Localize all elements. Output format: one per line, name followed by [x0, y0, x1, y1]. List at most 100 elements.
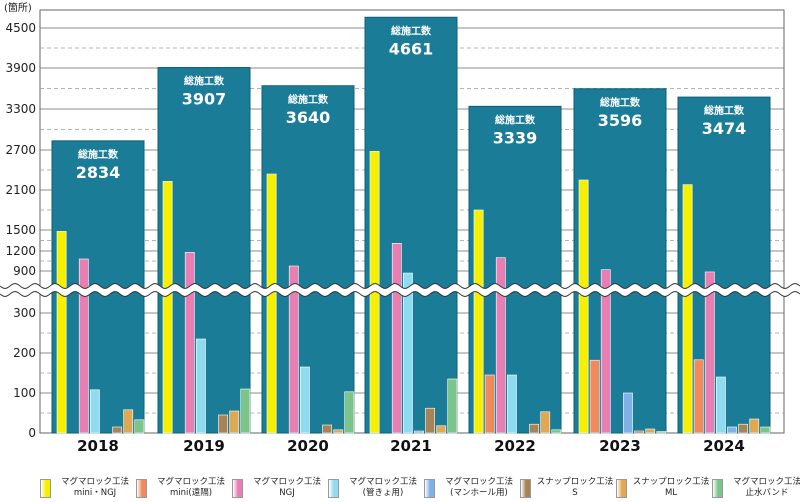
bar-2021-s7: [447, 378, 458, 434]
x-tick-label: 2019: [183, 437, 225, 455]
bar-2024-s1: [693, 359, 704, 434]
x-tick-label: 2018: [77, 437, 119, 455]
bar-2021-s5: [425, 407, 435, 434]
bar-2021-s6: [436, 425, 447, 434]
y-unit-label: (箇所): [4, 1, 32, 14]
bar-chart: 0 100 200 300 900 1200 1500 2100 2700 3300 3900 450…: [0, 1, 800, 456]
legend-item: マグマロック工法 mini・NGJ: [36, 476, 136, 502]
legend-item: スナップロック工法 ML: [612, 476, 712, 502]
total-value: 3640: [286, 108, 331, 127]
legend-item: マグマロック工法 NGJ: [228, 476, 328, 502]
total-label: 総施工数: [391, 24, 432, 37]
x-tick-era: (令和5年): [602, 455, 637, 456]
legend-item: マグマロック工法 (管きょ用): [324, 476, 424, 502]
x-tick-label: 2024: [703, 437, 745, 455]
bar-2024-s5: [738, 423, 748, 434]
x-tick-label: 2023: [599, 437, 641, 455]
total-value: 4661: [389, 39, 434, 58]
legend-item: マグマロック工法 mini(遠隔): [132, 476, 232, 502]
bar-2020-s0: [266, 173, 277, 434]
bar-2020-s6: [333, 429, 344, 434]
bar-2022-s5: [529, 423, 539, 434]
legend-item: マグマロック工法 止水バンド: [708, 476, 800, 502]
bar-2023-s6: [645, 428, 656, 434]
y-tick-label: 3300: [5, 102, 36, 116]
bar-2021-s2: [391, 243, 402, 434]
total-label: 総施工数: [704, 104, 745, 117]
total-label: 総施工数: [600, 96, 641, 109]
total-value: 3907: [182, 90, 227, 109]
x-tick-era: (令和6年): [706, 455, 741, 456]
y-tick-label: 4500: [5, 21, 36, 35]
x-tick-label: 2020: [287, 437, 329, 455]
bar-2024-s3: [715, 376, 726, 434]
bar-2023-s2: [600, 269, 611, 434]
bar-2022-s1: [484, 374, 495, 434]
legend-swatch: [136, 479, 147, 498]
bar-2019-s7: [240, 388, 251, 434]
legend-swatch: [40, 479, 51, 498]
y-tick-label: 200: [13, 346, 36, 360]
total-value: 3474: [702, 119, 747, 138]
bar-2023-s7: [656, 431, 667, 434]
legend-item: スナップロック工法 S: [516, 476, 616, 502]
total-label: 総施工数: [184, 75, 225, 88]
bar-2023-s1: [589, 359, 600, 434]
y-tick-label: 900: [13, 264, 36, 278]
bar-2018-s5: [112, 426, 122, 434]
legend-item: マグマロック工法 (マンホール用): [420, 476, 520, 502]
bar-2024-s6: [749, 418, 760, 434]
bar-2023-s5: [634, 430, 644, 434]
total-label: 総施工数: [288, 93, 329, 106]
bar-2020-s3: [299, 366, 310, 434]
bar-2021-s4: [414, 430, 424, 434]
legend-label: スナップロック工法 ML: [632, 477, 710, 498]
bar-2022-s0: [473, 209, 484, 434]
legend-swatch: [232, 479, 243, 498]
y-tick-label: 100: [13, 386, 36, 400]
bar-2022-s7: [551, 429, 562, 434]
y-tick-label: 3900: [5, 61, 36, 75]
bar-2019-s0: [162, 181, 173, 434]
bar-2021-s3: [402, 272, 413, 434]
legend-label: マグマロック工法 NGJ: [252, 477, 321, 498]
y-tick-label: 2100: [5, 183, 36, 197]
x-tick-era: (平成30年): [78, 455, 118, 456]
x-tick-era: (令和2年): [290, 455, 325, 456]
y-tick-label: 1500: [5, 223, 36, 237]
y-tick-label: 1200: [5, 244, 36, 258]
bar-2023-s0: [578, 179, 589, 434]
total-value: 3596: [598, 111, 643, 130]
bar-2018-s0: [56, 231, 67, 434]
total-label: 総施工数: [78, 148, 119, 161]
bar-2020-s7: [344, 391, 355, 434]
total-label: 総施工数: [495, 113, 536, 126]
bar-2020-s5: [322, 424, 332, 434]
x-tick-era: (令和元年): [185, 455, 223, 456]
legend-label: マグマロック工法 (管きょ用): [348, 477, 417, 498]
bar-2018-s7: [134, 419, 145, 434]
total-value: 2834: [76, 163, 121, 182]
bar-2022-s3: [506, 374, 517, 434]
bar-2018-s6: [123, 409, 134, 434]
legend-label: マグマロック工法 (マンホール用): [444, 477, 513, 498]
x-tick-label: 2021: [390, 437, 432, 455]
bar-2019-s3: [196, 338, 206, 434]
bar-2024-s4: [727, 426, 737, 434]
axis-break: [0, 283, 800, 297]
total-value: 3339: [493, 128, 538, 147]
bar-2023-s4: [623, 392, 633, 434]
bar-2022-s6: [540, 411, 551, 434]
legend: マグマロック工法 mini・NGJ マグマロック工法 mini(遠隔) マグマロック工法…: [0, 456, 800, 502]
bar-2022-s2: [495, 257, 506, 434]
total-bar-2023: [573, 88, 667, 434]
bar-2024-s2: [704, 271, 715, 434]
legend-swatch: [328, 479, 339, 498]
y-tick-label: 2700: [5, 143, 36, 157]
legend-label: マグマロック工法 止水バンド: [732, 477, 800, 498]
bar-2019-s6: [229, 410, 240, 434]
legend-label: スナップロック工法 S: [536, 477, 614, 498]
legend-label: マグマロック工法 mini・NGJ: [60, 477, 129, 498]
legend-label: マグマロック工法 mini(遠隔): [156, 477, 225, 498]
x-tick-era: (令和3年): [393, 455, 428, 456]
